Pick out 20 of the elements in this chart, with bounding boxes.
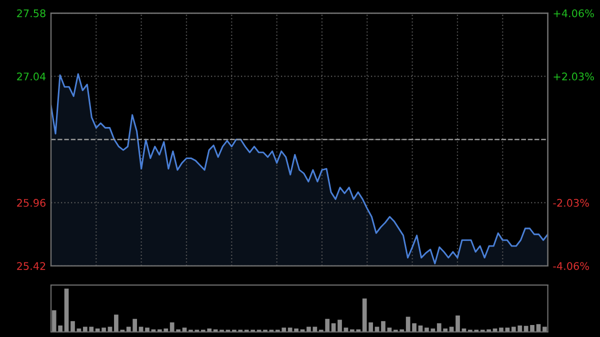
bar [530, 325, 534, 332]
y-tick-label: 27.04 [17, 72, 46, 80]
y2-tick-label: +4.06% [554, 9, 594, 18]
y-tick-label: 27.58 [17, 9, 46, 18]
bar [306, 326, 311, 332]
bar [70, 321, 75, 332]
bar [381, 321, 386, 332]
bar [64, 288, 69, 332]
bar [456, 315, 460, 332]
y2-tick-label: +2.03% [554, 72, 594, 80]
y2-tick-label: -2.03% [553, 198, 589, 207]
bar [499, 328, 504, 332]
bar [145, 328, 150, 332]
bar [102, 328, 106, 332]
y-tick-label: 25.42 [17, 262, 46, 270]
bar [542, 326, 547, 332]
y2-tick-label: -4.06% [553, 262, 589, 270]
bar [412, 323, 416, 332]
bar [338, 320, 342, 332]
y-tick-label: 25.96 [17, 198, 46, 207]
